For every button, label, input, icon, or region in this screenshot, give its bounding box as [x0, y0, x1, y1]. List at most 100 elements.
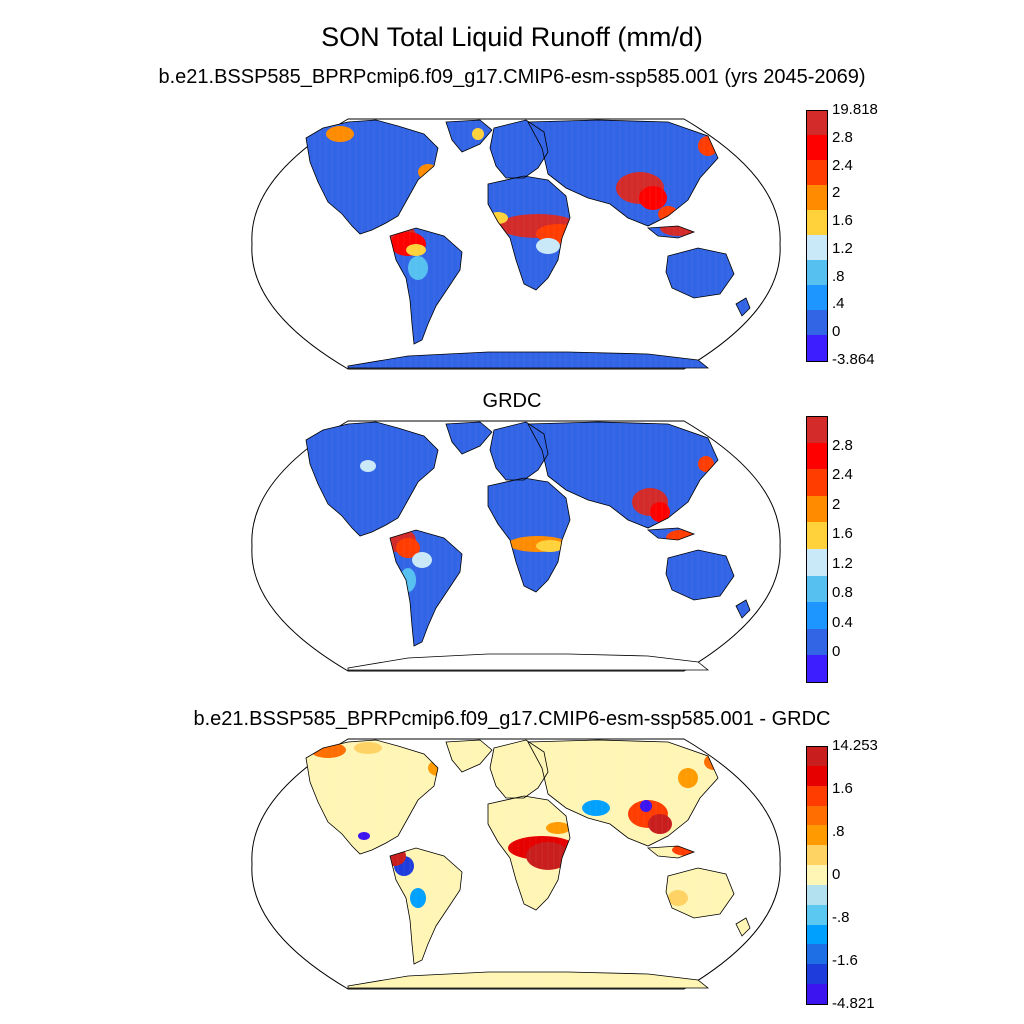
coastline-australia	[665, 867, 735, 919]
colorbar-swatch	[806, 469, 828, 497]
coastline-namerica	[305, 119, 439, 235]
coastline-samerica	[389, 847, 463, 965]
colorbar-diff: 14.253 1.6 .8 0 -.8 -1.6 -4.821	[806, 737, 878, 1012]
colorbar-label: 1.6	[832, 212, 853, 230]
colorbar-label: 0	[832, 866, 841, 883]
coastline-greenland	[445, 119, 493, 153]
colorbar-label: -4.821	[832, 995, 875, 1012]
colorbar-swatch	[806, 984, 828, 1006]
land-asia	[528, 120, 718, 226]
colorbar-label: 0.4	[832, 613, 853, 631]
colorbar-label: 2	[832, 184, 841, 202]
colorbar-label: 1.2	[832, 554, 853, 572]
field-patch	[360, 460, 376, 472]
colorbar-label: 0	[832, 643, 841, 660]
coastline-europe	[489, 739, 549, 799]
land-australia	[666, 550, 734, 600]
field-patch	[406, 244, 426, 256]
field-patch	[698, 456, 714, 472]
land-namerica	[306, 740, 438, 854]
coastline-antarctica	[347, 971, 710, 989]
land-namerica	[306, 422, 438, 536]
colorbar-swatch	[806, 944, 828, 965]
coastline-europe	[489, 421, 549, 481]
colorbar-swatch	[806, 628, 828, 656]
map-panel-obs	[251, 420, 781, 672]
field-patch	[639, 186, 667, 210]
colorbar-swatch	[806, 884, 828, 906]
field-patch	[546, 822, 570, 834]
coastline-asia	[527, 119, 719, 227]
field-patch	[640, 800, 652, 812]
field-patch	[310, 742, 346, 758]
coastline-greenland	[445, 739, 493, 773]
colorbar-swatch	[806, 924, 828, 945]
field-patch	[650, 502, 670, 522]
colorbar-swatch	[806, 746, 828, 768]
field-patch	[668, 890, 688, 906]
land-greenland	[446, 120, 492, 152]
colorbar-label: -1.6	[832, 952, 858, 969]
field-patch	[396, 538, 420, 558]
coastline-asia	[527, 739, 719, 847]
coastline-samerica	[389, 227, 463, 345]
colorbar-label: 1.6	[832, 780, 853, 797]
field-patch	[536, 238, 560, 254]
coastline-nz	[735, 917, 751, 937]
colorbar-swatch	[806, 785, 828, 807]
colorbar-swatch	[806, 845, 828, 866]
map-panel-model	[251, 118, 781, 370]
field-patch	[582, 800, 610, 816]
colorbar-swatch	[806, 335, 828, 362]
map-panel-diff	[251, 738, 781, 990]
coastline-australia	[665, 247, 735, 299]
coastline-antarctica	[347, 351, 710, 369]
colorbar-swatch	[806, 110, 828, 137]
land-samerica	[390, 848, 462, 964]
coastline-samerica	[389, 529, 463, 647]
coastline-africa	[487, 795, 571, 911]
coastline-nz	[735, 297, 751, 317]
colorbar-label: 14.253	[832, 737, 878, 754]
colorbar-label: 2.8	[832, 437, 853, 454]
coastline-nz	[735, 599, 751, 619]
land-australia	[666, 248, 734, 298]
land-australia	[666, 868, 734, 918]
colorbar-label: .4	[832, 295, 845, 313]
coastline-namerica	[305, 739, 439, 855]
colorbar-label: 1.6	[832, 525, 853, 543]
field-patch	[412, 552, 432, 568]
colorbar-label: -.8	[832, 909, 850, 926]
colorbar-swatch	[806, 135, 828, 161]
colorbar-swatch	[806, 655, 828, 684]
colorbar-label: 2.4	[832, 466, 853, 484]
coastline-antarctica	[347, 653, 710, 671]
colorbar-swatch	[806, 495, 828, 523]
land-europe	[490, 120, 548, 178]
field-patch	[354, 742, 382, 754]
land-antarctica	[348, 654, 708, 670]
field-patch	[648, 814, 672, 834]
land-greenland	[446, 422, 492, 454]
colorbar-label: 2.8	[832, 128, 853, 146]
coastline-indonesia	[646, 225, 696, 239]
panel-obs-subtitle: GRDC	[482, 390, 542, 412]
colorbar-label: 0	[832, 323, 841, 341]
colorbar-swatch	[806, 285, 828, 311]
colorbar-label: .8	[832, 823, 845, 840]
field-patch	[358, 832, 370, 840]
colorbar-swatch	[806, 765, 828, 787]
coastline-europe	[489, 119, 549, 179]
colorbar-label: 1.2	[832, 239, 853, 257]
land-antarctica	[348, 352, 708, 368]
field-patch	[326, 126, 354, 142]
colorbar-swatch	[806, 260, 828, 286]
colorbar-swatch	[806, 442, 828, 470]
colorbar-label: 19.818	[832, 101, 878, 118]
land-samerica	[390, 228, 462, 344]
coastline-asia	[527, 421, 719, 529]
colorbar-swatch	[806, 964, 828, 985]
colorbar-swatch	[806, 825, 828, 846]
colorbar-swatch	[806, 235, 828, 261]
land-asia	[528, 422, 718, 528]
